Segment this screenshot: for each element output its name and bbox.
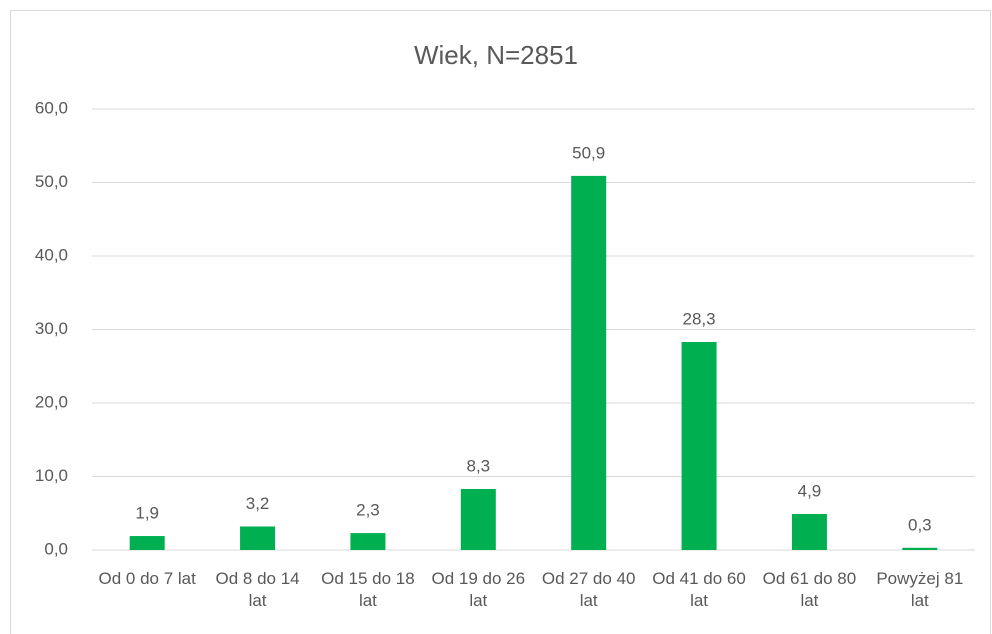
bar [681,341,717,550]
x-tick-label: Od 27 do 40 lat [541,569,636,610]
x-tick-label: Od 61 do 80 lat [762,569,857,610]
data-label: 4,9 [798,481,822,500]
bar [791,513,827,550]
data-label: 1,9 [135,504,159,523]
y-tick-label: 40,0 [35,245,68,264]
x-tick-label: Powyżej 81 lat [876,569,964,610]
y-tick-label: 0,0 [44,539,68,558]
y-tick-label: 30,0 [35,319,68,338]
data-label: 0,3 [908,515,932,534]
y-tick-label: 20,0 [35,392,68,411]
data-label: 3,2 [246,494,270,513]
x-tick-label: Od 8 do 14 lat [215,569,300,610]
bar [350,533,386,550]
y-tick-label: 50,0 [35,172,68,191]
x-tick-label: Od 0 do 7 lat [98,569,196,588]
chart-border [10,10,991,634]
data-label: 50,9 [572,143,605,162]
bar [460,488,496,550]
bar [902,547,938,550]
y-tick-label: 10,0 [35,466,68,485]
chart-title: Wiek, N=2851 [414,40,578,70]
x-tick-label: Od 19 do 26 lat [431,569,526,610]
bar [571,175,607,550]
x-tick-label: Od 15 do 18 lat [321,569,415,610]
data-label: 2,3 [356,501,380,520]
data-label: 8,3 [466,456,490,475]
bar [240,526,276,550]
y-tick-label: 60,0 [35,98,68,117]
data-label: 28,3 [683,309,716,328]
x-tick-label: Od 41 do 60 lat [652,569,746,610]
bar [129,536,165,550]
